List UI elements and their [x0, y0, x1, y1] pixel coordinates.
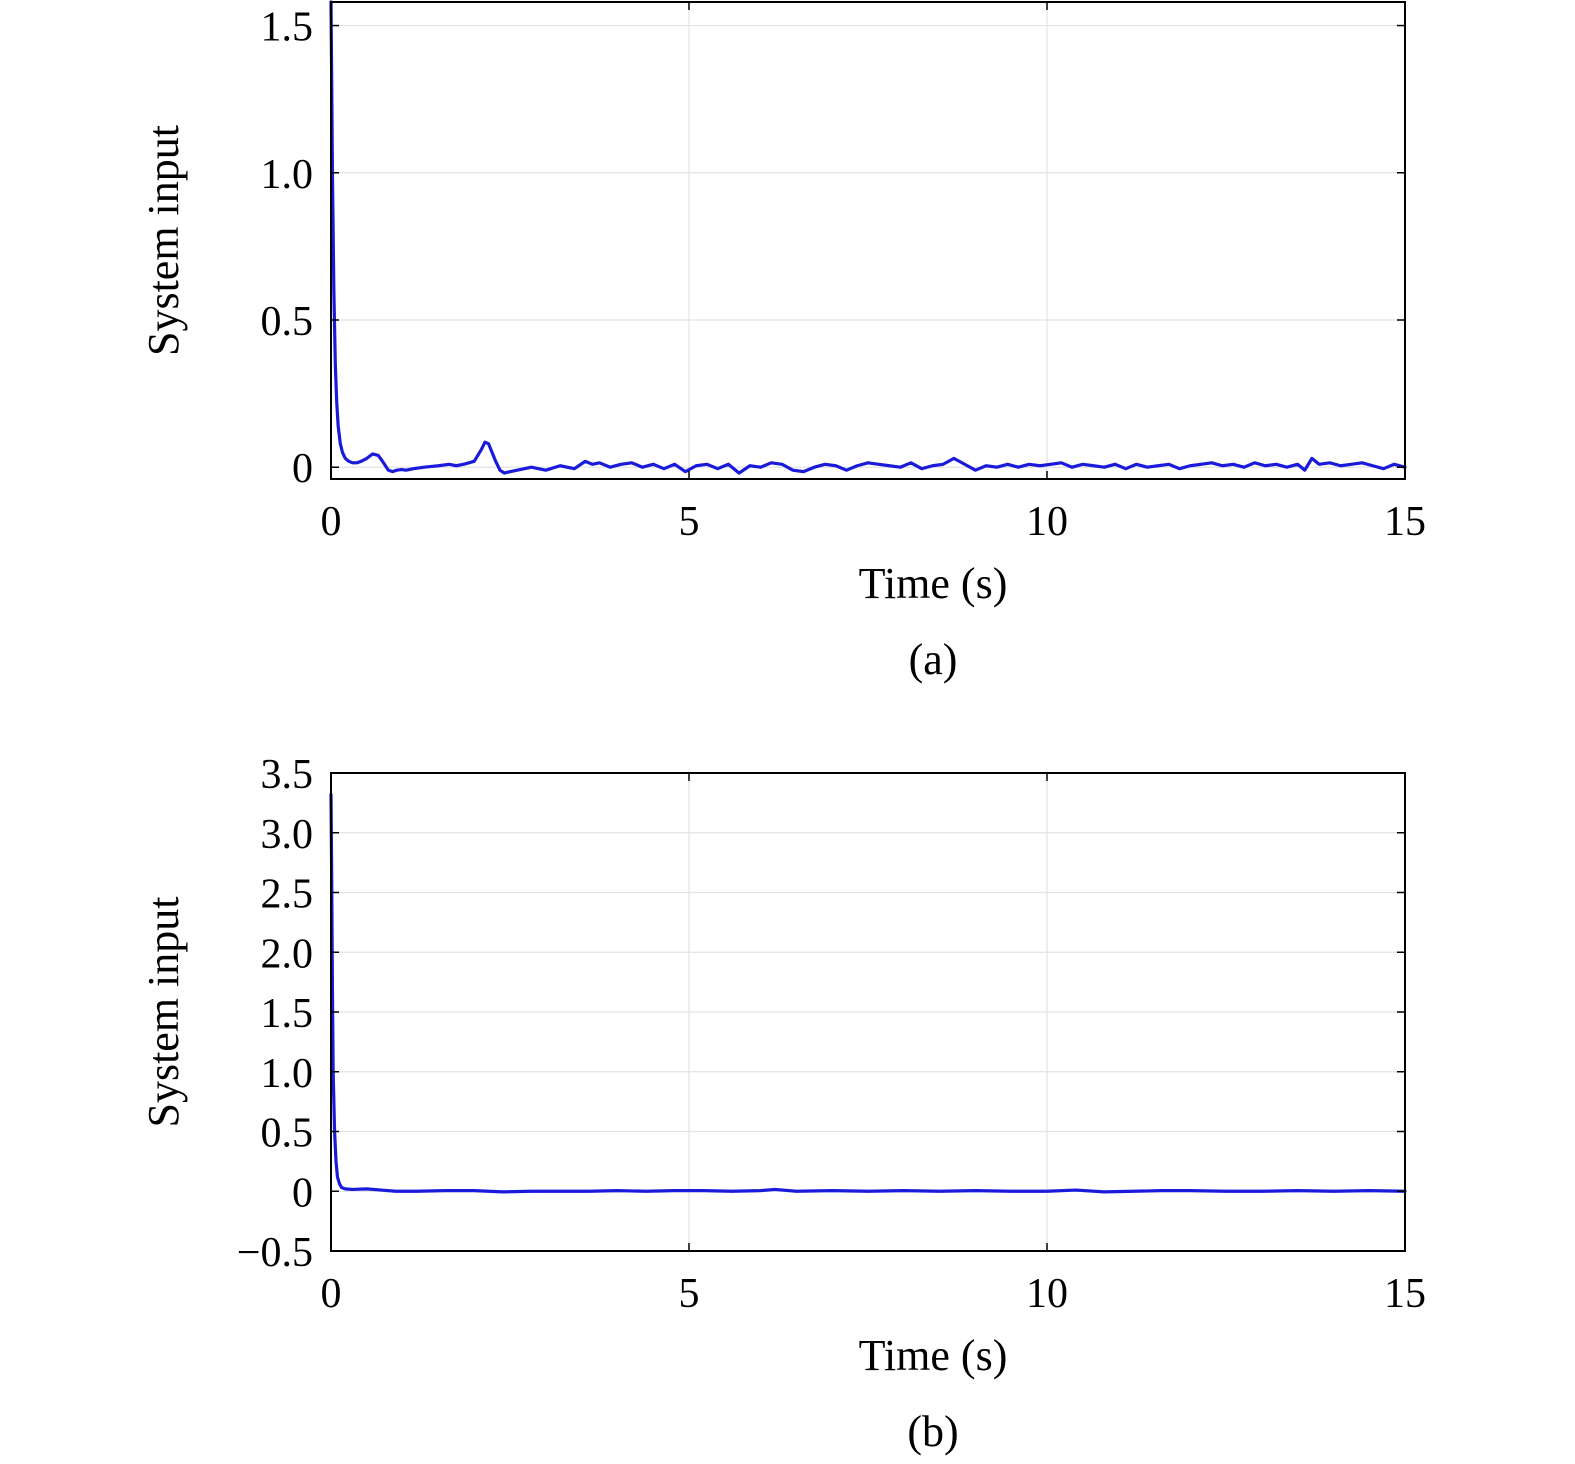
series-line-b [329, 792, 1407, 1194]
caption-a: (a) [909, 635, 958, 684]
y-tick-label-b-0: −0.5 [237, 1230, 313, 1276]
chart-panel-b: 0 5 10 15−0.500.51.01.52.02.53.03.5 Time (s… [139, 752, 1426, 1456]
x-tick-label-b-0: 0 [321, 1271, 342, 1317]
x-axis-label-a: Time (s) [859, 559, 1008, 608]
plot-frame-a [330, 1, 1406, 480]
y-tick-label-b-8: 3.5 [261, 752, 314, 798]
y-axis-label-b: System input [139, 896, 188, 1127]
y-tick-label-a-1: 0.5 [261, 299, 314, 345]
y-tick-label-a-2: 1.0 [261, 152, 314, 198]
caption-b: (b) [907, 1407, 958, 1456]
y-tick-label-b-5: 2.0 [261, 931, 314, 977]
y-tick-label-b-6: 2.5 [261, 872, 314, 918]
x-tick-label-a-1: 5 [679, 499, 700, 545]
series-line-a [329, 0, 1407, 475]
x-axis-label-b: Time (s) [859, 1331, 1008, 1380]
x-tick-label-a-0: 0 [321, 499, 342, 545]
chart-panel-a: 0 5 10 15 0 0.5 1.0 1.5 Time (s) System input (… [139, 0, 1426, 684]
y-tick-label-a-0: 0 [292, 446, 313, 492]
x-tick-label-a-2: 10 [1026, 499, 1068, 545]
x-tick-label-b-2: 10 [1026, 1271, 1068, 1317]
y-axis-label-a: System input [139, 125, 188, 356]
y-tick-label-b-3: 1.0 [261, 1051, 314, 1097]
ticks-b: 0 5 10 15−0.500.51.01.52.02.53.03.5 [237, 752, 1426, 1317]
y-tick-label-b-4: 1.5 [261, 991, 314, 1037]
y-tick-label-b-2: 0.5 [261, 1111, 314, 1157]
y-tick-label-b-1: 0 [292, 1170, 313, 1216]
x-tick-label-a-3: 15 [1384, 499, 1426, 545]
y-tick-label-a-3: 1.5 [261, 5, 314, 51]
x-tick-label-b-1: 5 [679, 1271, 700, 1317]
ticks-a: 0 5 10 15 0 0.5 1.0 1.5 [261, 2, 1426, 545]
y-tick-label-b-7: 3.0 [261, 812, 314, 858]
grid-a [330, 2, 1406, 479]
x-tick-label-b-3: 15 [1384, 1271, 1426, 1317]
grid-b [330, 772, 1406, 1252]
